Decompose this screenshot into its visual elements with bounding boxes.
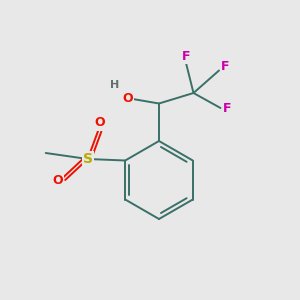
Text: H: H <box>110 80 119 90</box>
Text: O: O <box>94 116 105 130</box>
Text: F: F <box>221 60 230 74</box>
Text: F: F <box>223 101 231 115</box>
Text: O: O <box>122 92 133 105</box>
Text: S: S <box>83 152 93 166</box>
Text: F: F <box>182 50 190 63</box>
Text: O: O <box>52 173 63 187</box>
